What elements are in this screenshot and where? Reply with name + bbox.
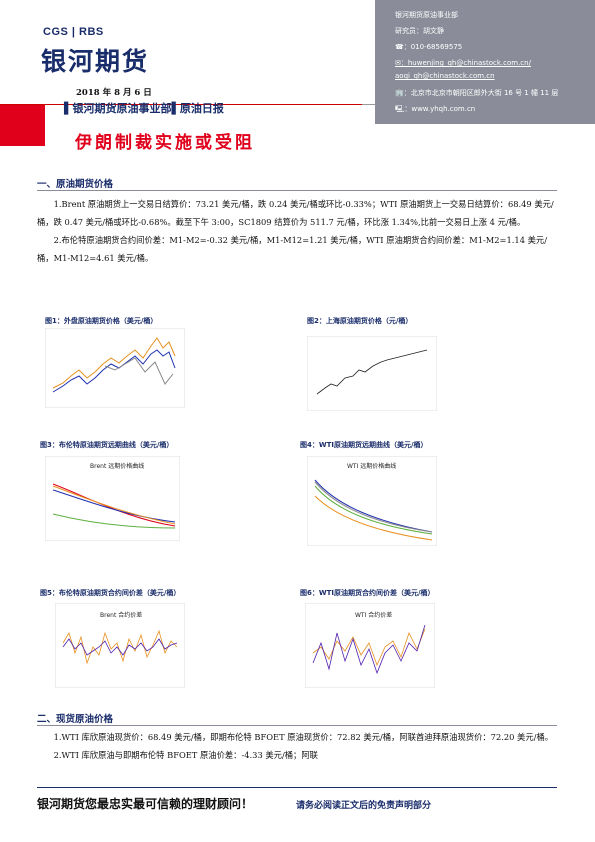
figure-1-caption: 图1：外盘原油期货价格（美元/桶） bbox=[45, 317, 158, 325]
logo-title: 银河期货 bbox=[41, 47, 150, 76]
report-title: 伊朗制裁实施或受阻 bbox=[75, 133, 255, 153]
contact-panel: 银河期货原油事业部 研究员：胡文静 ☎：010-68569575 ✉：huwen… bbox=[375, 0, 595, 124]
footer-slogan: 银河期货您最忠实最可信赖的理财顾问！ bbox=[37, 797, 254, 811]
figure-6-inner-title: WTI 合约价差 bbox=[355, 611, 392, 619]
spot-body: 1.WTI 库欣原油现货价：68.49 美元/桶，即期布伦特 BFOET 原油现… bbox=[37, 728, 557, 764]
footer-rule bbox=[37, 787, 557, 788]
section-rule-2 bbox=[37, 725, 557, 726]
figure-6-chart: WTI 合约价差 bbox=[305, 603, 435, 688]
futures-para-2: 2.布伦特原油期货合约间价差：M1-M2=-0.32 美元/桶，M1-M12=1… bbox=[37, 235, 547, 263]
futures-para-1: 1.Brent 原油期货上一交易日结算价：73.21 美元/桶，跌 0.24 美… bbox=[37, 199, 554, 227]
figure-3-caption: 图3：布伦特原油期货远期曲线（美元/桶） bbox=[40, 441, 174, 449]
contact-website[interactable]: 🖳：www.yhqh.com.cn bbox=[395, 105, 476, 113]
footer-disclaimer-note: 请务必阅读正文后的免责声明部分 bbox=[296, 801, 432, 811]
header-rule bbox=[0, 104, 362, 105]
figure-5-caption: 图5：布伦特原油期货合约间价差（美元/桶） bbox=[40, 589, 181, 597]
contact-researcher: 研究员：胡文静 bbox=[395, 27, 444, 35]
figure-5-inner-title: Brent 合约价差 bbox=[100, 611, 142, 619]
figure-2-caption: 图2：上海原油期货价格（元/桶） bbox=[307, 317, 413, 325]
section-rule bbox=[37, 190, 557, 191]
report-date: 2018 年 8 月 6 日 bbox=[76, 88, 152, 98]
figure-4-inner-title: WTI 远期价格曲线 bbox=[347, 462, 396, 470]
company-logo: CGS | RBS 银河期货 bbox=[37, 22, 165, 78]
figure-1-chart bbox=[45, 328, 185, 408]
section-heading-spot: 二、现货原油价格 bbox=[37, 714, 114, 725]
figure-3-inner-title: Brent 远期价格曲线 bbox=[90, 462, 144, 470]
contact-address: 🏢：北京市北京市朝阳区郎外大街 16 号 1 幢 11 层 bbox=[395, 89, 559, 97]
red-accent-block bbox=[0, 105, 45, 146]
figure-4-chart: WTI 远期价格曲线 bbox=[307, 456, 437, 546]
figure-4-caption: 图4：WTI原油期货远期曲线（美元/桶） bbox=[300, 441, 428, 449]
spot-para-1: 1.WTI 库欣原油现货价：68.49 美元/桶，即期布伦特 BFOET 原油现… bbox=[53, 732, 554, 742]
contact-email-2[interactable]: aoqi_qh@chinastock.com.cn bbox=[395, 72, 495, 80]
figure-3-chart: Brent 远期价格曲线 bbox=[45, 456, 180, 541]
contact-dept: 银河期货原油事业部 bbox=[395, 11, 458, 19]
contact-email-1[interactable]: ✉：huwenjing_qh@chinastock.com.cn/ bbox=[395, 59, 531, 67]
spot-para-2: 2.WTI 库欣原油与即期布伦特 BFOET 原油价差：-4.33 美元/桶；阿… bbox=[53, 750, 318, 760]
figure-5-chart: Brent 合约价差 bbox=[55, 603, 185, 688]
department-line: ▌银河期货原油事业部▌原油日报 bbox=[64, 102, 224, 115]
figure-2-chart bbox=[307, 336, 437, 411]
contact-phone: ☎：010-68569575 bbox=[395, 43, 463, 51]
logo-subtitle: CGS | RBS bbox=[43, 26, 104, 38]
section-heading-futures: 一、原油期货价格 bbox=[37, 179, 114, 190]
figure-6-caption: 图6：WTI原油期货合约间价差（美元/桶） bbox=[300, 589, 435, 597]
futures-body: 1.Brent 原油期货上一交易日结算价：73.21 美元/桶，跌 0.24 美… bbox=[37, 195, 557, 267]
